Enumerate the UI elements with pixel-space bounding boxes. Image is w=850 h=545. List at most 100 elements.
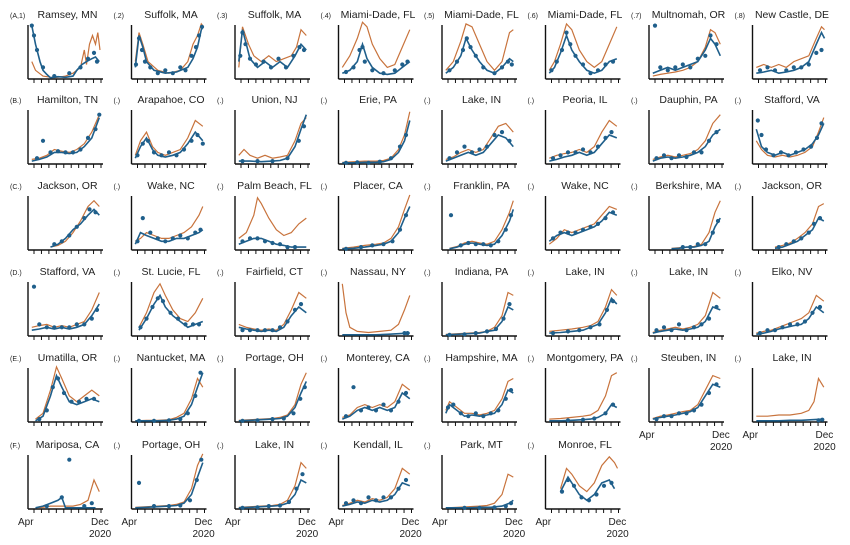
panel-title: Indiana, PA xyxy=(455,266,509,278)
data-point xyxy=(565,418,571,423)
panel-title: Suffolk, MA xyxy=(144,9,198,21)
series-modeled xyxy=(341,283,411,334)
x-tick-label-end: Dec xyxy=(91,517,109,528)
data-point xyxy=(473,331,478,336)
series-observed xyxy=(756,30,826,75)
data-point xyxy=(654,417,659,422)
data-point xyxy=(388,495,394,500)
panel-title: Lake, IN xyxy=(255,439,294,451)
series-observed xyxy=(35,373,100,422)
data-point xyxy=(200,141,205,146)
panel-label: (.) xyxy=(528,270,535,277)
data-point xyxy=(654,156,659,161)
x-tick-label-start: Apr xyxy=(122,517,138,528)
data-point xyxy=(665,68,670,73)
data-point xyxy=(595,144,601,149)
series-observed xyxy=(135,462,204,509)
data-point xyxy=(85,135,91,140)
series-modeled xyxy=(671,200,721,249)
data-point xyxy=(89,316,94,321)
data-point xyxy=(283,65,289,70)
panel-title: Fairfield, CT xyxy=(246,266,304,278)
data-point xyxy=(757,68,763,73)
data-point xyxy=(166,418,172,423)
data-point xyxy=(661,153,667,158)
data-point xyxy=(40,65,46,70)
data-point xyxy=(388,156,394,161)
panel-label: (.) xyxy=(217,98,224,105)
series-observed xyxy=(238,29,307,69)
data-point xyxy=(565,150,571,155)
panel-title: Hampshire, MA xyxy=(445,352,517,364)
data-point xyxy=(508,501,514,506)
panel-label: (.) xyxy=(217,184,224,191)
data-point xyxy=(460,47,466,53)
data-point xyxy=(198,227,203,232)
series-modeled xyxy=(445,473,514,509)
series-observed xyxy=(756,418,824,422)
x-tick-label-start: Apr xyxy=(18,517,34,528)
data-point xyxy=(550,156,556,161)
data-point xyxy=(196,322,202,327)
data-point xyxy=(550,331,556,336)
series-modeled xyxy=(449,200,514,249)
data-point xyxy=(396,486,401,491)
data-point xyxy=(166,504,172,509)
data-point xyxy=(52,74,57,79)
data-point xyxy=(34,156,40,161)
panel-title: Umatilla, OR xyxy=(38,352,98,364)
data-point xyxy=(588,71,593,76)
data-point xyxy=(277,503,283,508)
data-point xyxy=(136,36,142,41)
series-observed xyxy=(342,120,411,164)
data-point xyxy=(34,47,40,53)
data-point xyxy=(496,408,501,413)
panel-title: Hamilton, TN xyxy=(37,94,98,106)
data-point xyxy=(396,399,401,404)
data-point xyxy=(52,325,57,330)
data-point xyxy=(820,417,825,422)
data-point xyxy=(755,118,760,123)
data-point xyxy=(262,328,268,333)
data-point xyxy=(817,216,823,221)
panel-title: Berkshire, MA xyxy=(656,180,722,192)
data-point xyxy=(159,153,164,158)
series-modeled xyxy=(548,205,618,245)
panel-title: Park, MT xyxy=(460,439,503,451)
data-point xyxy=(691,408,697,413)
data-point xyxy=(163,239,168,244)
data-point xyxy=(85,56,91,61)
panel-title: Dauphin, PA xyxy=(659,94,717,106)
data-point xyxy=(358,501,364,506)
data-point xyxy=(706,138,712,143)
data-point xyxy=(255,159,260,164)
data-point xyxy=(714,382,719,387)
data-point xyxy=(255,418,260,423)
panel-label: (B.) xyxy=(10,98,21,105)
data-point xyxy=(771,153,776,158)
panel-label: (.) xyxy=(424,270,431,277)
data-point xyxy=(610,210,616,215)
data-point xyxy=(568,42,573,47)
panel-label: (D.) xyxy=(10,270,22,277)
panel-label: (.7) xyxy=(631,13,642,20)
series-modeled xyxy=(134,119,204,156)
data-point xyxy=(577,328,582,333)
series-modeled xyxy=(135,453,204,508)
panel-label: (.6) xyxy=(528,13,539,20)
data-point xyxy=(473,53,478,58)
data-point xyxy=(469,150,475,155)
series-modeled xyxy=(445,291,514,335)
data-point xyxy=(285,319,290,324)
panel-title: Union, NJ xyxy=(251,94,297,106)
x-tick-label-year: 2020 xyxy=(710,442,733,453)
data-point xyxy=(266,504,271,509)
series-modeled xyxy=(238,461,307,508)
data-point xyxy=(61,390,67,396)
data-point xyxy=(603,216,608,221)
data-point xyxy=(610,59,616,64)
data-point xyxy=(699,322,704,327)
data-point xyxy=(270,240,275,246)
data-point xyxy=(193,393,198,398)
